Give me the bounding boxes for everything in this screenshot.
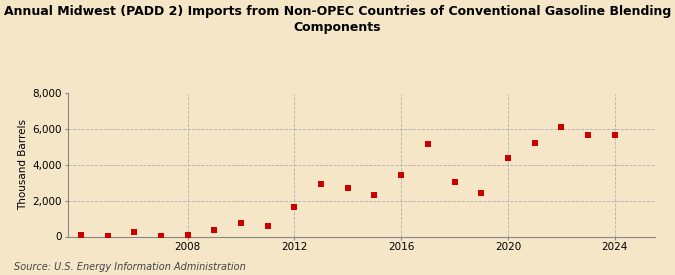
Point [423, 141, 433, 146]
Point [583, 132, 593, 137]
Y-axis label: Thousand Barrels: Thousand Barrels [18, 120, 28, 210]
Point [316, 182, 327, 186]
Point [155, 234, 166, 238]
Point [263, 224, 273, 228]
Text: Source: U.S. Energy Information Administration: Source: U.S. Energy Information Administ… [14, 262, 245, 272]
Point [529, 141, 540, 145]
Point [76, 232, 86, 237]
Point [209, 228, 220, 232]
Point [449, 180, 460, 184]
Point [396, 173, 406, 177]
Point [182, 233, 193, 237]
Point [102, 233, 113, 238]
Point [369, 193, 380, 197]
Point [289, 205, 300, 209]
Point [502, 156, 513, 160]
Point [476, 191, 487, 195]
Point [236, 221, 246, 225]
Point [556, 125, 567, 130]
Text: Annual Midwest (PADD 2) Imports from Non-OPEC Countries of Conventional Gasoline: Annual Midwest (PADD 2) Imports from Non… [4, 6, 671, 34]
Point [342, 186, 353, 190]
Point [129, 230, 140, 234]
Point [610, 132, 620, 137]
